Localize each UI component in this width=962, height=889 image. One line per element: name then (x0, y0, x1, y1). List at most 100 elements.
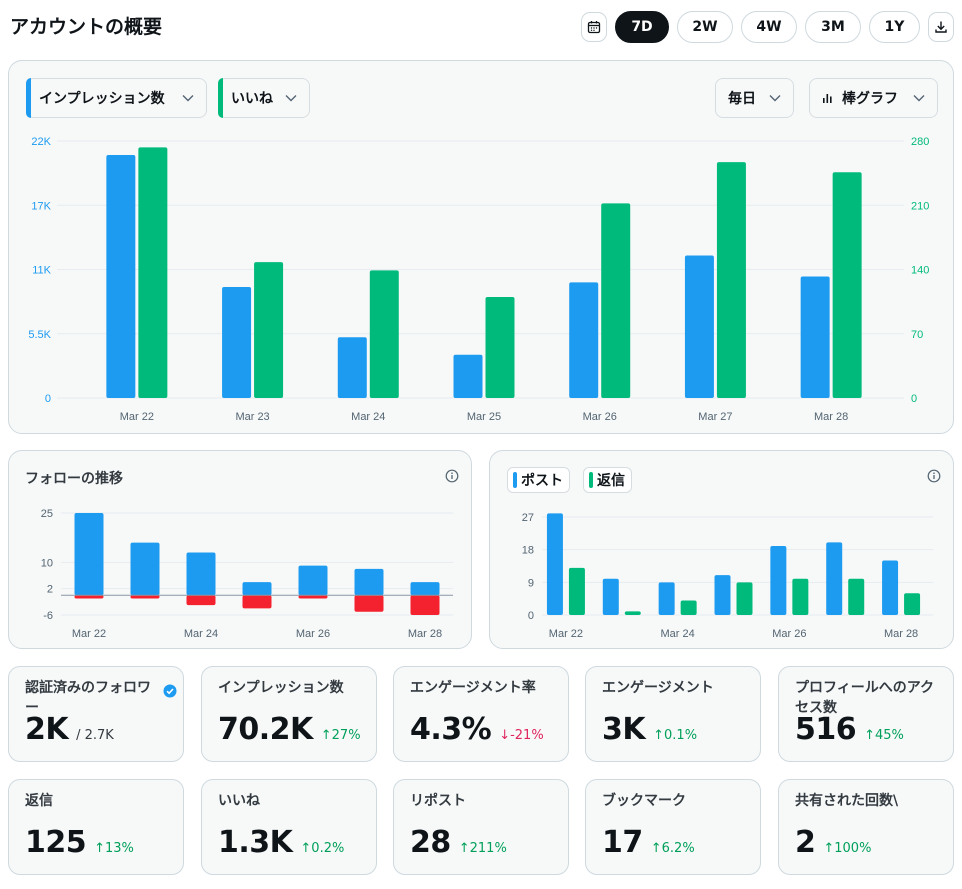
bar-unfollows (298, 595, 328, 599)
interval-label: 毎日 (728, 91, 756, 107)
chevron-down-icon (182, 95, 194, 102)
verified-badge-icon (163, 684, 177, 698)
bar-impressions (337, 337, 367, 398)
x-tick-label: Mar 26 (296, 628, 330, 640)
y-right-tick-label: 210 (911, 200, 929, 212)
x-tick-label: Mar 22 (72, 628, 106, 640)
stat-card-likes[interactable]: いいね 1.3K ↑0.2% (201, 779, 377, 875)
bar-follows (242, 582, 272, 596)
chart-type-label: 棒グラフ (842, 91, 898, 107)
x-tick-label: Mar 24 (351, 411, 385, 423)
chart-type-dropdown[interactable]: 棒グラフ (809, 78, 938, 118)
stat-change: ↓-21% (499, 728, 544, 743)
calendar-button[interactable] (581, 12, 607, 42)
stat-card-engagement-rate[interactable]: エンゲージメント率 4.3% ↓-21% (393, 666, 569, 762)
info-icon (927, 469, 941, 483)
legend-posts[interactable]: ポスト (507, 467, 570, 493)
follow-bar-chart: 25 10 2 -6 Mar 22 Mar 24 Mar 26 Mar 28 (41, 508, 453, 640)
metric2-dropdown[interactable]: いいね (218, 78, 310, 118)
x-tick-label: Mar 22 (120, 411, 154, 423)
y-tick-label: -6 (43, 610, 53, 622)
stat-card-replies[interactable]: 返信 125 ↑13% (8, 779, 184, 875)
y-tick-label: 9 (528, 577, 534, 589)
stat-value: 2K (25, 712, 69, 747)
stat-value: 125 (25, 825, 87, 860)
y-tick-label: 2 (47, 584, 53, 596)
bar-follows (298, 565, 328, 596)
bar-replies (904, 593, 921, 615)
y-right-tick-label: 140 (911, 265, 929, 277)
bar-follows (186, 552, 216, 596)
x-tick-label: Mar 25 (467, 411, 501, 423)
bar-unfollows (186, 595, 216, 606)
posts-replies-panel: ポスト 返信 0 9 18 27 Mar 22 Mar 24 Mar 26 Mar 28 (489, 450, 954, 649)
bar-follows (74, 513, 104, 596)
stat-value: 70.2K (218, 712, 313, 747)
stat-change: ↑6.2% (650, 841, 695, 856)
bar-impressions (684, 255, 714, 398)
info-button[interactable] (927, 468, 941, 487)
stat-label: プロフィールへのアクセス数 (795, 680, 935, 716)
bar-replies (736, 582, 753, 615)
period-1y-button[interactable]: 1Y (869, 11, 920, 43)
bar-posts (770, 546, 787, 615)
period-4w-button[interactable]: 4W (741, 11, 797, 43)
stat-card-profile-visits[interactable]: プロフィールへのアクセス数 516 ↑45% (778, 666, 954, 762)
bar-impressions (453, 354, 483, 398)
period-3m-button[interactable]: 3M (805, 11, 861, 43)
stat-card-impressions[interactable]: インプレッション数 70.2K ↑27% (201, 666, 377, 762)
bar-chart-icon (823, 94, 832, 103)
stat-value: 2 (795, 825, 816, 860)
stat-total: / 2.7K (76, 728, 114, 743)
info-button[interactable] (445, 468, 459, 487)
period-2w-button[interactable]: 2W (677, 11, 733, 43)
metric1-dropdown[interactable]: インプレッション数 (26, 78, 207, 118)
stat-card-shares[interactable]: 共有された回数\ 2 ↑100% (778, 779, 954, 875)
chevron-down-icon (285, 95, 297, 102)
legend-replies[interactable]: 返信 (583, 467, 632, 493)
stat-card-engagements[interactable]: エンゲージメント 3K ↑0.1% (585, 666, 761, 762)
y-left-tick-label: 17K (31, 200, 51, 212)
y-right-tick-label: 280 (911, 136, 929, 148)
stat-card-reposts[interactable]: リポスト 28 ↑211% (393, 779, 569, 875)
x-tick-label: Mar 24 (661, 628, 695, 640)
y-tick-label: 18 (522, 545, 534, 557)
bar-impressions (800, 276, 830, 398)
y-tick-label: 27 (522, 512, 534, 524)
interval-dropdown[interactable]: 毎日 (715, 78, 794, 118)
stat-change: ↑13% (94, 841, 134, 856)
bar-posts (882, 560, 899, 615)
x-tick-label: Mar 27 (698, 411, 732, 423)
y-right-tick-label: 70 (911, 329, 923, 341)
stat-label: 共有された回数\ (795, 793, 899, 809)
bar-replies (624, 611, 641, 615)
bar-likes (832, 172, 862, 398)
stat-label: いいね (218, 793, 260, 809)
chevron-down-icon (913, 95, 925, 102)
x-tick-label: Mar 26 (583, 411, 617, 423)
period-7d-button[interactable]: 7D (615, 11, 669, 43)
bar-follows (354, 568, 384, 596)
bar-posts (602, 578, 619, 615)
bar-unfollows (354, 595, 384, 612)
y-right-tick-label: 0 (911, 393, 917, 405)
x-tick-label: Mar 28 (814, 411, 848, 423)
bar-unfollows (242, 595, 272, 609)
y-left-tick-label: 0 (45, 393, 51, 405)
bar-likes (485, 297, 515, 398)
stat-card-bookmarks[interactable]: ブックマーク 17 ↑6.2% (585, 779, 761, 875)
x-tick-label: Mar 26 (772, 628, 806, 640)
x-tick-label: Mar 24 (184, 628, 218, 640)
page-title: アカウントの概要 (10, 16, 163, 38)
legend-posts-label: ポスト (521, 473, 563, 489)
bar-impressions (569, 282, 599, 398)
stat-change: ↑0.1% (653, 728, 698, 743)
download-button[interactable] (928, 12, 954, 42)
stat-label: エンゲージメント (602, 680, 714, 696)
stat-value: 28 (410, 825, 451, 860)
stat-change: ↑45% (864, 728, 904, 743)
bar-replies (680, 600, 697, 615)
stat-label: 認証済みのフォロワー (25, 680, 151, 716)
stat-card-verified-followers[interactable]: 認証済みのフォロワー 2K / 2.7K (8, 666, 184, 762)
metric2-color-marker (218, 78, 223, 118)
